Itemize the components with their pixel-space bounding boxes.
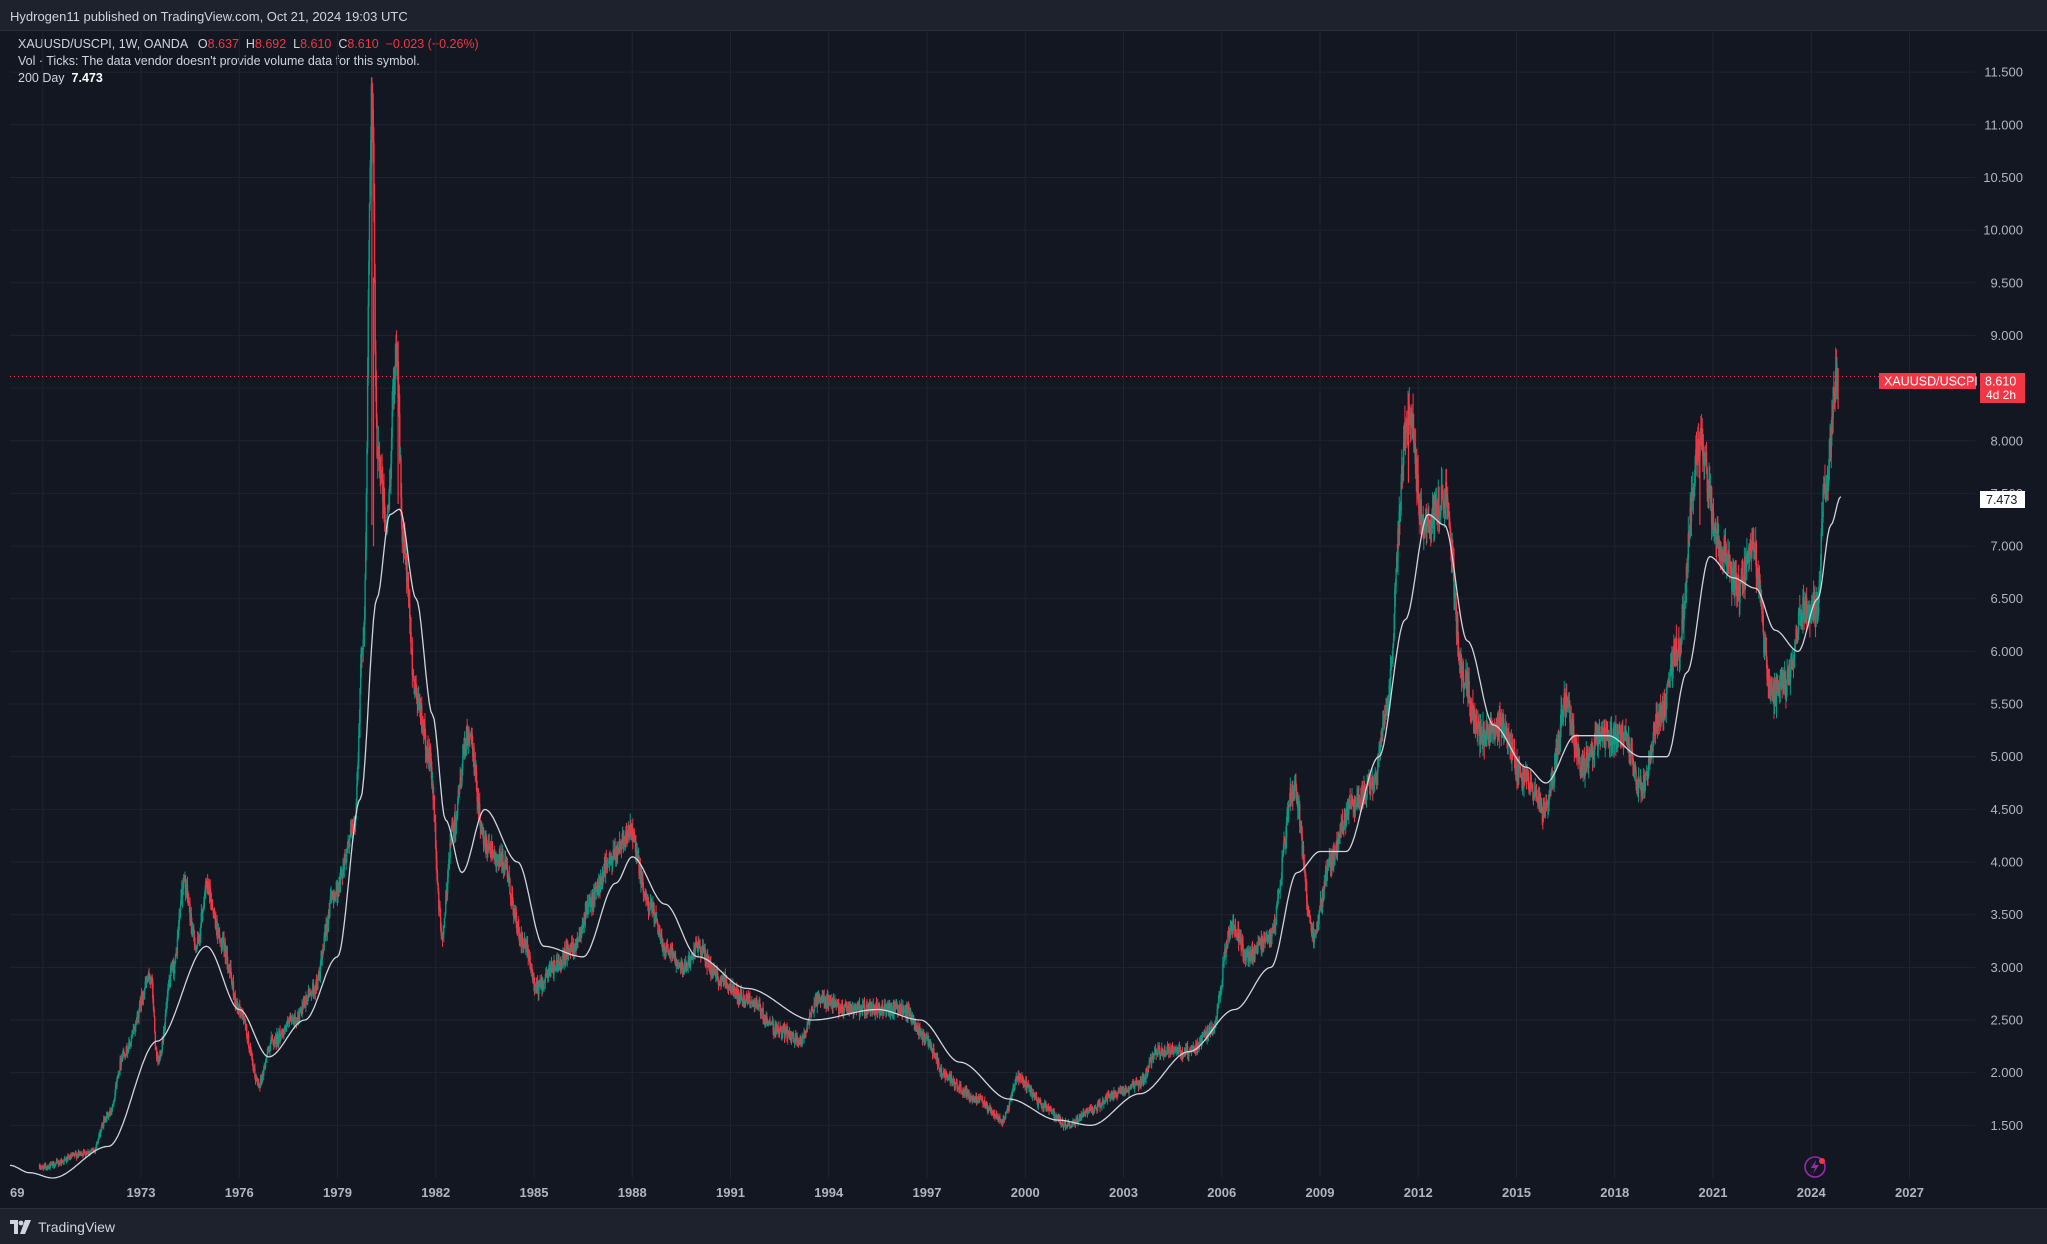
candle-body xyxy=(214,910,215,914)
candle-body xyxy=(364,580,365,619)
candle-body xyxy=(516,912,517,925)
candles xyxy=(39,77,1838,1171)
candle-body xyxy=(367,378,368,448)
candle-body xyxy=(509,878,510,894)
candle-body xyxy=(955,1083,956,1088)
candle-body xyxy=(1288,806,1289,820)
candle-body xyxy=(1222,964,1223,980)
candle-body xyxy=(358,735,359,760)
candle-body xyxy=(329,904,330,917)
candle-body xyxy=(1187,1047,1188,1054)
candle-body xyxy=(1327,867,1328,873)
candle-body xyxy=(917,1027,918,1029)
candle-body xyxy=(959,1085,960,1089)
candle-body xyxy=(323,936,324,951)
candle-body xyxy=(770,1024,771,1025)
candle-body xyxy=(1441,485,1442,510)
candle-body xyxy=(132,1033,133,1035)
candle-body xyxy=(1349,800,1350,805)
candle-body xyxy=(1271,932,1272,936)
candle-body xyxy=(703,945,704,948)
candle-body xyxy=(551,963,552,965)
candle-body xyxy=(1421,499,1422,525)
candle-body xyxy=(1563,710,1564,712)
candle-body xyxy=(368,305,369,378)
candle-body xyxy=(216,921,217,937)
candle-body xyxy=(931,1049,932,1052)
candle-body xyxy=(340,874,341,884)
candle-body xyxy=(265,1063,266,1068)
candle-body xyxy=(1073,1120,1074,1122)
candle-body xyxy=(444,918,445,926)
candle-body xyxy=(1278,894,1279,899)
candle-body xyxy=(876,1004,877,1012)
candle-body xyxy=(299,1013,300,1020)
candle-body xyxy=(696,943,697,945)
candle-body xyxy=(1532,785,1533,793)
publish-info: Hydrogen11 published on TradingView.com,… xyxy=(10,9,408,24)
candle-body xyxy=(1314,938,1315,943)
candle-body xyxy=(1440,510,1441,516)
candle-body xyxy=(538,985,539,995)
candle-body xyxy=(931,1044,932,1048)
candle-body xyxy=(412,648,413,675)
candle-body xyxy=(946,1072,947,1076)
candle-body xyxy=(153,1009,154,1017)
candle-body xyxy=(577,939,578,940)
candle-body xyxy=(408,586,409,591)
candle-body xyxy=(1458,652,1459,654)
candle-body xyxy=(136,1017,137,1023)
candle-body xyxy=(1299,805,1300,827)
candle-body xyxy=(1146,1069,1147,1070)
candle-body xyxy=(81,1155,82,1156)
candle-body xyxy=(1183,1056,1184,1057)
candle-body xyxy=(376,419,377,458)
candle-body xyxy=(100,1132,101,1137)
price-chart[interactable]: 1.5002.0002.5003.0003.5004.0004.5005.000… xyxy=(0,30,2047,1208)
candle-body xyxy=(684,965,685,972)
candle-body xyxy=(45,1165,46,1168)
candle-body xyxy=(1319,911,1320,920)
candle-body xyxy=(459,784,460,794)
candle-body xyxy=(366,448,367,493)
candle-body xyxy=(174,963,175,966)
candle-body xyxy=(1041,1108,1042,1109)
candle-body xyxy=(698,940,699,942)
candle-body xyxy=(369,204,370,261)
candle-body xyxy=(356,785,357,803)
candle-body xyxy=(1286,822,1287,837)
candle-body xyxy=(1354,807,1355,817)
candle-body xyxy=(248,1035,249,1046)
candle-body xyxy=(182,888,183,898)
candle-body xyxy=(938,1061,939,1068)
candle-body xyxy=(844,1007,845,1011)
candle-body xyxy=(756,1001,757,1004)
publish-bar: Hydrogen11 published on TradingView.com,… xyxy=(0,0,2047,31)
candle-body xyxy=(1574,736,1575,749)
candle-body xyxy=(1212,1034,1213,1035)
candle-body xyxy=(212,907,213,909)
candle-body xyxy=(303,1003,304,1008)
candle-body xyxy=(1020,1077,1021,1079)
candle-body xyxy=(800,1036,801,1043)
candle-body xyxy=(155,1032,156,1046)
candle-body xyxy=(1236,933,1237,936)
candle-body xyxy=(154,1017,155,1032)
candle-body xyxy=(1230,925,1231,933)
candle-body xyxy=(1048,1106,1049,1111)
